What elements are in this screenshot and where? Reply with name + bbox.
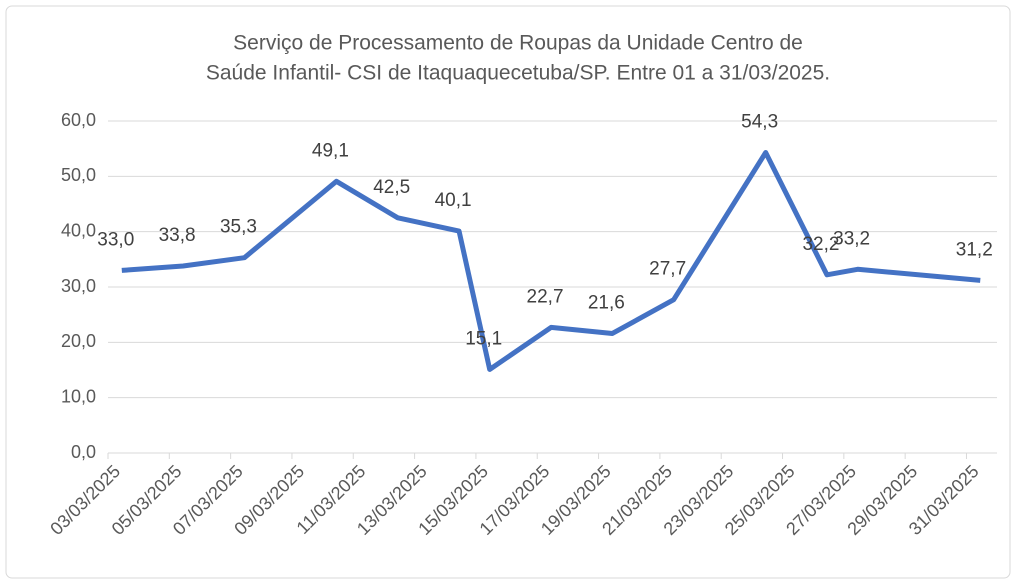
data-label: 33,8 bbox=[159, 225, 196, 246]
y-tick-label: 40,0 bbox=[61, 220, 96, 240]
data-label: 21,6 bbox=[588, 292, 625, 313]
data-label: 22,7 bbox=[527, 286, 564, 307]
chart-frame bbox=[5, 5, 1011, 579]
data-label: 40,1 bbox=[435, 190, 472, 211]
data-label: 33,2 bbox=[833, 228, 870, 249]
data-label: 42,5 bbox=[373, 177, 410, 198]
data-label: 35,3 bbox=[220, 217, 257, 238]
y-tick-label: 20,0 bbox=[61, 331, 96, 351]
y-tick-label: 0,0 bbox=[71, 442, 96, 462]
data-label: 32,2 bbox=[802, 234, 839, 255]
data-label: 31,2 bbox=[956, 239, 993, 260]
chart-title: Saúde Infantil- CSI de Itaquaquecetuba/S… bbox=[206, 62, 830, 85]
data-label: 54,3 bbox=[741, 112, 778, 133]
chart-title: Serviço de Processamento de Roupas da Un… bbox=[233, 32, 803, 55]
y-tick-label: 30,0 bbox=[61, 276, 96, 296]
data-line bbox=[121, 150, 981, 372]
y-tick-label: 60,0 bbox=[61, 110, 96, 130]
y-tick-label: 50,0 bbox=[61, 165, 96, 185]
data-label: 49,1 bbox=[312, 140, 349, 161]
data-label: 33,0 bbox=[97, 229, 134, 250]
data-label: 15,1 bbox=[465, 328, 502, 349]
data-label: 27,7 bbox=[649, 259, 686, 280]
y-tick-label: 10,0 bbox=[61, 386, 96, 406]
